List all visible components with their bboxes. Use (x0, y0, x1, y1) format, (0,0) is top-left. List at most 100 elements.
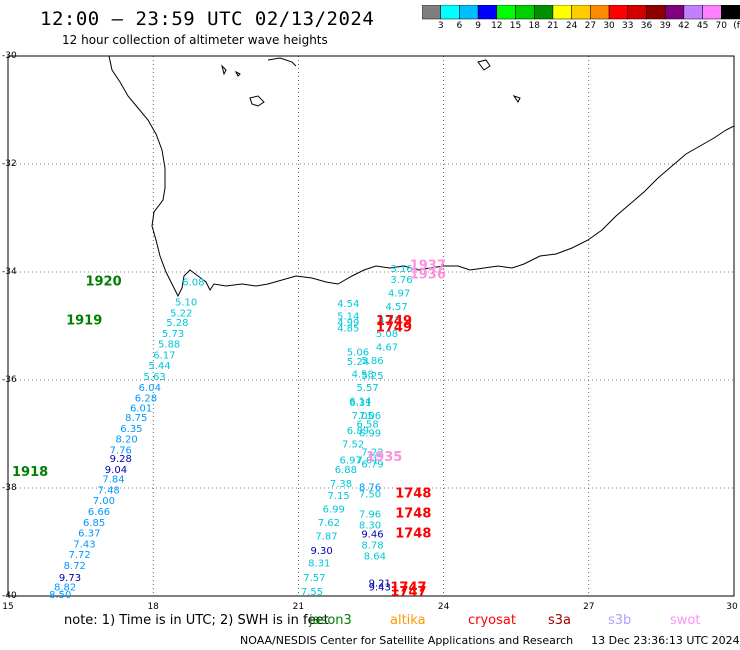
wave-height-point: 6.04 (139, 383, 161, 394)
wave-height-point: 4.67 (376, 342, 398, 353)
time-label: 1936 (410, 267, 446, 282)
wave-height-point: 6.88 (335, 465, 357, 476)
colorbar-label: 6 (456, 21, 463, 31)
y-tick-label: -32 (2, 159, 17, 169)
colorbar-label: 42 (678, 21, 690, 31)
x-tick-label: 27 (583, 602, 595, 612)
island-coast (221, 57, 297, 107)
legend-sat-altika: altika (390, 613, 426, 628)
time-label: 1747 (390, 581, 426, 596)
colorbar (422, 5, 740, 20)
wave-height-point: 5.88 (158, 340, 180, 351)
wave-height-point: 8.50 (49, 590, 71, 601)
y-tick-label: -36 (2, 375, 17, 385)
x-tick-label: 24 (437, 602, 450, 612)
coastline (108, 55, 735, 298)
wave-height-point: 4.85 (337, 323, 359, 334)
legend-sat-s3a: s3a (548, 613, 572, 628)
time-label: 1920 (85, 275, 121, 290)
x-tick-label: 18 (147, 602, 159, 612)
wave-height-point: 7.96 (359, 510, 381, 521)
legend-note: note: 1) Time is in UTC; 2) SWH is in fe… (64, 613, 329, 628)
wave-height-point: 8.82 (54, 583, 76, 594)
colorbar-swatch (721, 5, 740, 20)
colorbar-label: 12 (491, 21, 503, 31)
wave-height-point: 6.66 (88, 507, 110, 518)
wave-height-point: 8.20 (115, 435, 137, 446)
wave-height-point: 7.22 (361, 448, 383, 459)
wave-height-point: 8.30 (359, 521, 381, 532)
time-label: 1937 (410, 258, 446, 273)
time-label: 1748 (395, 507, 431, 522)
colorbar-label: 3 (437, 21, 444, 31)
wave-height-point: 6.79 (361, 459, 383, 470)
page-title: 12:00 – 23:59 UTC 02/13/2024 (40, 8, 375, 30)
wave-height-point: 5.14 (337, 312, 359, 323)
footer: NOAA/NESDIS Center for Satellite Applica… (240, 634, 740, 647)
plot-frame (7, 55, 735, 597)
wave-height-point: 4.57 (386, 302, 408, 313)
wave-height-point: 7.52 (342, 440, 364, 451)
wave-height-point: 8.76 (359, 483, 381, 494)
time-label: 1748 (395, 487, 431, 502)
wave-height-point: 6.28 (135, 394, 157, 405)
wave-height-point: 4.97 (388, 288, 410, 299)
wave-height-point: 5.06 (347, 348, 369, 359)
wave-height-point: 7.57 (303, 573, 325, 584)
wave-height-point: 7.15 (327, 491, 349, 502)
wave-height-point: 9.30 (311, 546, 333, 557)
wave-height-point: 7.50 (359, 490, 381, 501)
wave-height-point: 5.44 (148, 361, 170, 372)
wave-height-point: 7.05 (352, 411, 374, 422)
footer-timestamp: 13 Dec 23:36:13 UTC 2024 (591, 634, 740, 647)
wave-height-point: 3.16 (390, 264, 412, 275)
wave-height-point: 6.14 (349, 396, 371, 407)
legend-sat-jason3: jason3 (309, 613, 352, 628)
wave-height-point: 5.22 (170, 308, 192, 319)
wave-height-point: 5.73 (162, 329, 184, 340)
wave-height-point: 5.63 (144, 372, 166, 383)
colorbar-label: (ft) (733, 21, 740, 31)
wave-height-point: 6.08 (182, 278, 204, 289)
wave-height-point: 6.89 (347, 426, 369, 437)
wave-height-point: 4.58 (352, 369, 374, 380)
wave-height-point: 7.38 (330, 479, 352, 490)
wave-height-point: 4.73 (378, 315, 400, 326)
wave-height-point: 5.08 (376, 329, 398, 340)
colorbar-label: 39 (659, 21, 671, 31)
wave-height-point: 8.78 (361, 540, 383, 551)
wave-height-point: 7.43 (73, 539, 95, 550)
wave-height-point: 6.37 (78, 529, 100, 540)
wave-height-point: 5.57 (356, 383, 378, 394)
wave-height-point: 9.43 (369, 583, 391, 594)
time-label: 1935 (366, 450, 402, 465)
legend-sat-s3b: s3b (608, 613, 632, 628)
colorbar-label: 21 (547, 21, 559, 31)
page-subtitle: 12 hour collection of altimeter wave hei… (62, 33, 328, 47)
wave-height-point: 7.87 (315, 531, 337, 542)
y-tick-label: -34 (2, 267, 17, 277)
wave-height-point: 3.76 (390, 275, 412, 286)
colorbar-label: 30 (603, 21, 615, 31)
wave-height-point: 8.64 (364, 551, 386, 562)
wave-height-point: 7.00 (93, 496, 115, 507)
colorbar-label: 18 (528, 21, 540, 31)
wave-height-point: 6.31 (349, 398, 371, 409)
colorbar-label: 9 (475, 21, 481, 31)
wave-height-point: 7.72 (69, 550, 91, 561)
wave-height-point: 6.35 (120, 424, 142, 435)
time-label: 1918 (12, 465, 48, 480)
wave-height-labels: 6.08 5.105.225.285.735.886.175.445.636.04… (12, 258, 446, 601)
y-tick-label: -40 (2, 591, 17, 601)
x-tick-label: 15 (2, 602, 14, 612)
y-tick-label: -38 (2, 483, 17, 493)
colorbar-label: 15 (509, 21, 522, 31)
wave-height-point: 7.84 (102, 475, 124, 486)
time-label: 1919 (66, 313, 102, 328)
wave-height-point: 6.97 (340, 456, 362, 467)
wave-height-point: 8.72 (64, 561, 86, 572)
colorbar-label: 24 (565, 21, 578, 31)
x-tick-label: 30 (726, 602, 738, 612)
wave-height-point: 9.28 (110, 454, 132, 465)
